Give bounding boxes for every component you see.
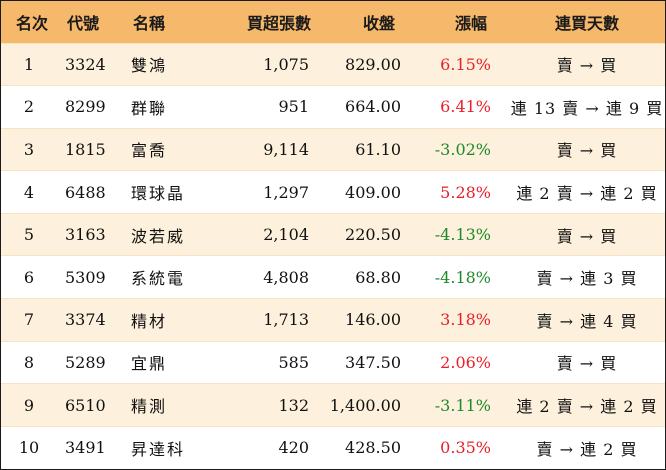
- cell-rank: 5: [1, 212, 63, 256]
- cell-rank: 4: [1, 170, 63, 214]
- cell-name: 環球晶: [125, 170, 209, 214]
- table-header-row: 名次 代號 名稱 買超張數 收盤 漲幅 連買天數: [1, 1, 665, 43]
- cell-change: -3.11%: [405, 383, 509, 427]
- cell-rank: 3: [1, 127, 63, 171]
- cell-change: -4.13%: [405, 212, 509, 256]
- cell-name: 精測: [125, 383, 209, 427]
- cell-days: 連 13 賣 → 連 9 買: [509, 85, 665, 129]
- cell-close: 68.80: [313, 255, 405, 299]
- cell-change: -4.18%: [405, 255, 509, 299]
- cell-code: 3491: [63, 425, 125, 469]
- cell-volume: 1,297: [209, 170, 313, 214]
- table-row: 10 3491 昇達科 420 428.50 0.35% 賣 → 連 2 買: [1, 425, 665, 469]
- cell-change: 6.41%: [405, 85, 509, 129]
- cell-close: 829.00: [313, 42, 405, 86]
- cell-change: 0.35%: [405, 425, 509, 469]
- cell-days: 賣 → 買: [509, 212, 665, 256]
- cell-days: 賣 → 連 2 買: [509, 425, 665, 469]
- cell-close: 347.50: [313, 340, 405, 384]
- table-row: 6 5309 系統電 4,808 68.80 -4.18% 賣 → 連 3 買: [1, 255, 665, 299]
- cell-volume: 951: [209, 85, 313, 129]
- cell-rank: 1: [1, 42, 63, 86]
- cell-code: 6488: [63, 170, 125, 214]
- cell-rank: 6: [1, 255, 63, 299]
- cell-volume: 1,075: [209, 42, 313, 86]
- cell-rank: 2: [1, 85, 63, 129]
- cell-days: 賣 → 連 3 買: [509, 255, 665, 299]
- table-row: 7 3374 精材 1,713 146.00 3.18% 賣 → 連 4 買: [1, 298, 665, 342]
- header-rank: 名次: [15, 13, 48, 33]
- cell-rank: 9: [1, 383, 63, 427]
- cell-name: 宜鼎: [125, 340, 209, 384]
- cell-close: 1,400.00: [313, 383, 405, 427]
- cell-change: 3.18%: [405, 298, 509, 342]
- cell-code: 3163: [63, 212, 125, 256]
- cell-code: 1815: [63, 127, 125, 171]
- cell-code: 5289: [63, 340, 125, 384]
- cell-close: 220.50: [313, 212, 405, 256]
- header-change: 漲幅: [454, 13, 487, 33]
- table-row: 1 3324 雙鴻 1,075 829.00 6.15% 賣 → 買: [1, 42, 665, 86]
- cell-days: 連 2 賣 → 連 2 買: [509, 170, 665, 214]
- cell-volume: 1,713: [209, 298, 313, 342]
- cell-name: 波若威: [125, 212, 209, 256]
- cell-name: 富喬: [125, 127, 209, 171]
- cell-volume: 9,114: [209, 127, 313, 171]
- cell-rank: 7: [1, 298, 63, 342]
- cell-volume: 420: [209, 425, 313, 469]
- cell-change: 2.06%: [405, 340, 509, 384]
- header-volume: 買超張數: [246, 13, 311, 33]
- cell-close: 146.00: [313, 298, 405, 342]
- cell-volume: 132: [209, 383, 313, 427]
- cell-name: 群聯: [125, 85, 209, 129]
- cell-rank: 8: [1, 340, 63, 384]
- cell-code: 6510: [63, 383, 125, 427]
- header-close: 收盤: [362, 13, 395, 33]
- header-name: 名稱: [133, 13, 166, 33]
- cell-name: 精材: [125, 298, 209, 342]
- table-row: 3 1815 富喬 9,114 61.10 -3.02% 賣 → 買: [1, 127, 665, 171]
- cell-code: 8299: [63, 85, 125, 129]
- cell-change: 5.28%: [405, 170, 509, 214]
- cell-change: 6.15%: [405, 42, 509, 86]
- cell-code: 3374: [63, 298, 125, 342]
- cell-days: 連 2 賣 → 連 2 買: [509, 383, 665, 427]
- cell-days: 賣 → 連 4 買: [509, 298, 665, 342]
- cell-close: 664.00: [313, 85, 405, 129]
- cell-change: -3.02%: [405, 127, 509, 171]
- cell-volume: 585: [209, 340, 313, 384]
- table-row: 5 3163 波若威 2,104 220.50 -4.13% 賣 → 買: [1, 212, 665, 256]
- cell-days: 賣 → 買: [509, 127, 665, 171]
- header-days: 連買天數: [554, 13, 619, 33]
- cell-days: 賣 → 買: [509, 42, 665, 86]
- header-code: 代號: [67, 13, 100, 33]
- cell-code: 5309: [63, 255, 125, 299]
- cell-close: 61.10: [313, 127, 405, 171]
- table-row: 9 6510 精測 132 1,400.00 -3.11% 連 2 賣 → 連 2 買: [1, 383, 665, 427]
- table-row: 8 5289 宜鼎 585 347.50 2.06% 賣 → 買: [1, 340, 665, 384]
- cell-name: 昇達科: [125, 425, 209, 469]
- cell-days: 賣 → 買: [509, 340, 665, 384]
- cell-volume: 2,104: [209, 212, 313, 256]
- cell-close: 428.50: [313, 425, 405, 469]
- cell-rank: 10: [1, 425, 63, 469]
- cell-close: 409.00: [313, 170, 405, 214]
- cell-volume: 4,808: [209, 255, 313, 299]
- table-row: 2 8299 群聯 951 664.00 6.41% 連 13 賣 → 連 9 買: [1, 85, 665, 129]
- table-row: 4 6488 環球晶 1,297 409.00 5.28% 連 2 賣 → 連 2 買: [1, 170, 665, 214]
- cell-name: 系統電: [125, 255, 209, 299]
- cell-code: 3324: [63, 42, 125, 86]
- cell-name: 雙鴻: [125, 42, 209, 86]
